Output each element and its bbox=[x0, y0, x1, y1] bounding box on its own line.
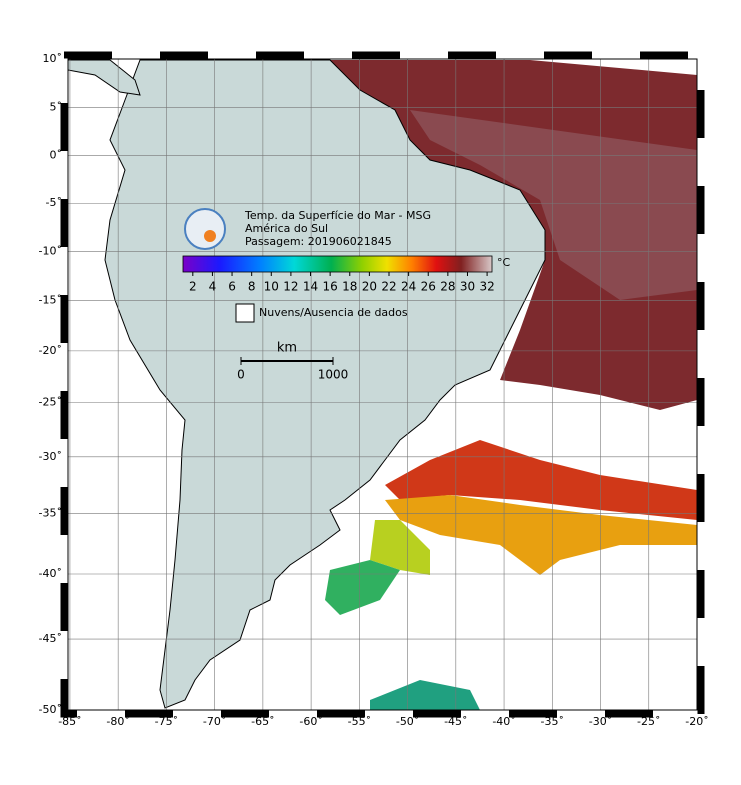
colorbar-unit: °C bbox=[497, 256, 511, 269]
logo bbox=[184, 208, 226, 250]
colorbar-tick-label: 8 bbox=[248, 280, 256, 294]
colorbar bbox=[182, 255, 493, 273]
y-tick-label: -35˚ bbox=[39, 507, 62, 520]
x-tick-label: -30˚ bbox=[589, 715, 612, 728]
scale-label: 1000 bbox=[318, 368, 349, 382]
legend-swatch bbox=[235, 303, 255, 323]
y-tick-label: 10˚ bbox=[43, 52, 63, 65]
x-tick-label: -40˚ bbox=[492, 715, 515, 728]
y-tick-label: -50˚ bbox=[39, 703, 62, 716]
y-tick-label: -40˚ bbox=[39, 567, 62, 580]
colorbar-tick-label: 4 bbox=[209, 280, 217, 294]
y-tick-label: -5˚ bbox=[46, 196, 62, 209]
scale-label: 0 bbox=[237, 368, 245, 382]
frame-border bbox=[60, 51, 705, 718]
colorbar-tick-label: 12 bbox=[283, 280, 298, 294]
x-tick-label: -25˚ bbox=[637, 715, 660, 728]
y-tick-label: -10˚ bbox=[39, 245, 62, 258]
sst-mid-orange bbox=[385, 495, 697, 575]
sst-mid-red bbox=[385, 440, 697, 520]
x-tick-label: -70˚ bbox=[203, 715, 226, 728]
colorbar-tick-label: 16 bbox=[323, 280, 338, 294]
x-tick-label: -65˚ bbox=[251, 715, 274, 728]
colorbar-tick-label: 6 bbox=[228, 280, 236, 294]
colorbar-tick-label: 26 bbox=[421, 280, 436, 294]
x-tick-label: -50˚ bbox=[396, 715, 419, 728]
scale-unit: km bbox=[277, 341, 297, 356]
scale-bar: 0 1000 bbox=[237, 357, 348, 382]
x-tick-label: -45˚ bbox=[444, 715, 467, 728]
axis-ticks: -85˚ -80˚ -75˚ -70˚ -65˚ -60˚ -55˚ -50˚ -45˚ -40˚… bbox=[39, 52, 709, 728]
y-tick-label: -30˚ bbox=[39, 450, 62, 463]
pass: Passagem: 201906021845 bbox=[245, 235, 392, 248]
sst-far-south bbox=[370, 680, 480, 710]
y-tick-label: -25˚ bbox=[39, 396, 62, 409]
map-area bbox=[68, 59, 697, 710]
graticule bbox=[68, 59, 697, 710]
x-tick-label: -85˚ bbox=[58, 715, 81, 728]
x-tick-label: -80˚ bbox=[106, 715, 129, 728]
colorbar-tick-label: 30 bbox=[460, 280, 475, 294]
y-tick-label: -20˚ bbox=[39, 344, 62, 357]
x-tick-label: -75˚ bbox=[155, 715, 178, 728]
y-tick-label: -15˚ bbox=[39, 294, 62, 307]
legend-label: Nuvens/Ausencia de dados bbox=[259, 306, 408, 319]
colorbar-ticks: 2 4 6 8 10 12 14 16 18 20 22 24 26 28 30 32 bbox=[189, 272, 495, 294]
sst-south-yellow bbox=[370, 520, 430, 575]
sst-north-pale bbox=[410, 110, 697, 300]
colorbar-tick-label: 18 bbox=[342, 280, 357, 294]
colorbar-tick-label: 32 bbox=[479, 280, 494, 294]
region: América do Sul bbox=[245, 222, 328, 235]
central-america bbox=[68, 59, 141, 96]
x-tick-label: -20˚ bbox=[685, 715, 708, 728]
colorbar-tick-label: 28 bbox=[440, 280, 455, 294]
title: Temp. da Superfície do Mar - MSG bbox=[244, 209, 431, 222]
logo-sun bbox=[204, 230, 216, 242]
y-tick-label: 5˚ bbox=[50, 100, 63, 113]
y-tick-label: 0˚ bbox=[50, 148, 63, 161]
x-tick-label: -55˚ bbox=[348, 715, 371, 728]
colorbar-tick-label: 14 bbox=[303, 280, 318, 294]
colorbar-tick-label: 24 bbox=[401, 280, 416, 294]
x-tick-label: -60˚ bbox=[299, 715, 322, 728]
colorbar-tick-label: 22 bbox=[381, 280, 396, 294]
colorbar-tick-label: 20 bbox=[362, 280, 377, 294]
colorbar-tick-label: 2 bbox=[189, 280, 197, 294]
x-tick-label: -35˚ bbox=[541, 715, 564, 728]
y-tick-label: -45˚ bbox=[39, 632, 62, 645]
colorbar-tick-label: 10 bbox=[264, 280, 279, 294]
frame bbox=[67, 58, 698, 711]
